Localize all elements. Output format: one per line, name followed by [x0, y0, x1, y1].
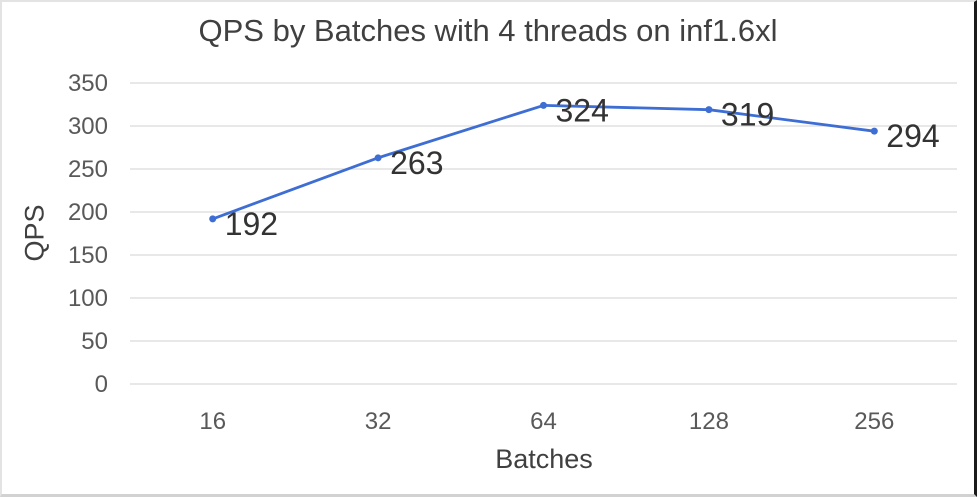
- data-point-marker: [870, 127, 878, 135]
- chart-title: QPS by Batches with 4 threads on inf1.6x…: [198, 13, 778, 48]
- y-axis-tick-label: 0: [95, 371, 108, 398]
- x-axis-tick-label: 32: [365, 408, 392, 435]
- y-axis-tick-label: 100: [68, 285, 108, 312]
- y-axis-tick-label: 300: [68, 113, 108, 140]
- y-axis-tick-label: 50: [81, 328, 108, 355]
- data-point-marker: [540, 101, 547, 109]
- y-axis-tick-label: 350: [68, 70, 108, 97]
- data-point-marker: [705, 106, 713, 114]
- x-axis-tick-label: 128: [689, 408, 729, 435]
- x-axis-tick-label: 16: [199, 408, 226, 435]
- data-point-label: 263: [390, 145, 443, 181]
- data-point-label: 192: [225, 206, 278, 242]
- x-axis-tick-label: 64: [530, 408, 557, 435]
- data-point-label: 319: [721, 97, 774, 133]
- y-axis-tick-label: 250: [68, 156, 108, 183]
- data-point-label: 294: [886, 118, 939, 154]
- data-point-label: 324: [556, 92, 609, 128]
- x-axis-tick-label: 256: [854, 408, 894, 435]
- y-axis-tick-label: 150: [68, 242, 108, 269]
- qps-line-series: [211, 104, 876, 221]
- data-point-marker: [374, 154, 382, 162]
- data-point-marker: [209, 215, 217, 223]
- y-axis-tick-label: 200: [68, 199, 108, 226]
- x-axis-title: Batches: [495, 444, 593, 474]
